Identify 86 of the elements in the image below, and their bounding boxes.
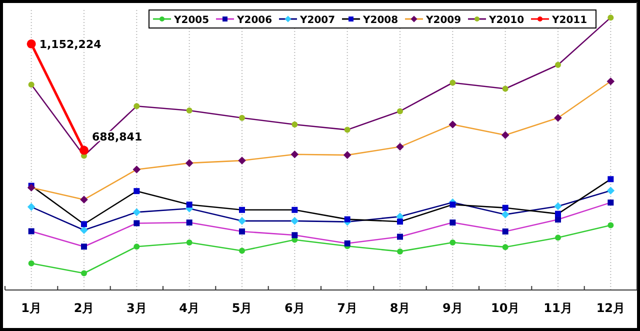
point: [290, 217, 299, 225]
legend-label: Y2007: [299, 15, 336, 26]
x-tick-label: 10月: [490, 301, 520, 315]
point: [81, 244, 87, 250]
point: [555, 210, 561, 217]
x-tick-label: 1月: [21, 301, 42, 315]
point: [450, 220, 456, 226]
x-tick-label: 4月: [179, 301, 200, 315]
point: [239, 228, 245, 234]
point: [450, 202, 456, 208]
point: [132, 166, 141, 174]
point: [343, 151, 352, 159]
point: [292, 206, 298, 213]
point: [186, 220, 192, 226]
legend-label: Y2009: [425, 15, 462, 26]
point: [238, 217, 246, 225]
point: [134, 188, 140, 194]
x-tick-label: 7月: [337, 301, 358, 315]
point: [80, 146, 88, 155]
point: [397, 218, 403, 225]
point: [555, 62, 561, 68]
point: [186, 239, 192, 246]
point: [606, 77, 615, 86]
point: [80, 196, 88, 204]
point: [608, 200, 614, 206]
point: [450, 239, 456, 246]
point: [397, 108, 403, 114]
point: [28, 82, 34, 88]
point: [134, 103, 140, 110]
point: [132, 208, 141, 216]
point: [554, 114, 562, 122]
point: [501, 210, 510, 218]
point: [26, 39, 36, 48]
data-label: 1,152,224: [39, 38, 102, 51]
point: [554, 202, 562, 210]
x-tick-label: 3月: [126, 301, 147, 315]
legend-label: Y2008: [362, 15, 398, 26]
point: [344, 240, 350, 246]
point: [397, 234, 403, 240]
point: [344, 126, 350, 133]
x-tick-label: 8月: [390, 301, 410, 315]
x-tick-label: 6月: [284, 301, 305, 315]
point: [608, 14, 614, 21]
x-tick-label: 2月: [74, 301, 94, 315]
point: [186, 108, 192, 114]
point: [81, 270, 87, 276]
x-tick-label: 5月: [232, 301, 252, 315]
point: [134, 244, 140, 250]
legend-label: Y2005: [173, 15, 210, 26]
point: [27, 203, 36, 211]
point: [80, 226, 88, 234]
point: [555, 234, 561, 241]
point: [292, 122, 298, 128]
point: [606, 186, 615, 195]
point: [344, 216, 350, 222]
point: [239, 206, 245, 213]
point: [450, 80, 456, 86]
legend-label: Y2010: [488, 15, 524, 26]
x-tick-label: 11月: [544, 301, 572, 315]
point: [292, 232, 298, 238]
point: [134, 220, 140, 226]
x-tick-label: 12月: [596, 301, 626, 315]
point: [502, 86, 508, 92]
point: [502, 228, 508, 234]
legend-label: Y2006: [236, 15, 272, 26]
point: [28, 228, 34, 234]
point: [239, 114, 245, 121]
point: [28, 260, 34, 266]
point: [81, 221, 87, 228]
point: [608, 222, 614, 228]
point: [555, 216, 561, 223]
point: [239, 248, 245, 254]
point: [608, 176, 614, 182]
point: [501, 131, 510, 139]
point: [186, 202, 192, 208]
point: [290, 150, 299, 158]
point: [397, 248, 403, 254]
legend-label: Y2011: [551, 15, 588, 26]
point: [448, 120, 457, 128]
x-tick-label: 9月: [442, 301, 463, 315]
point: [238, 156, 246, 164]
point: [185, 159, 194, 167]
point: [502, 244, 508, 250]
point: [27, 184, 36, 192]
point: [502, 204, 508, 211]
point: [396, 142, 404, 151]
